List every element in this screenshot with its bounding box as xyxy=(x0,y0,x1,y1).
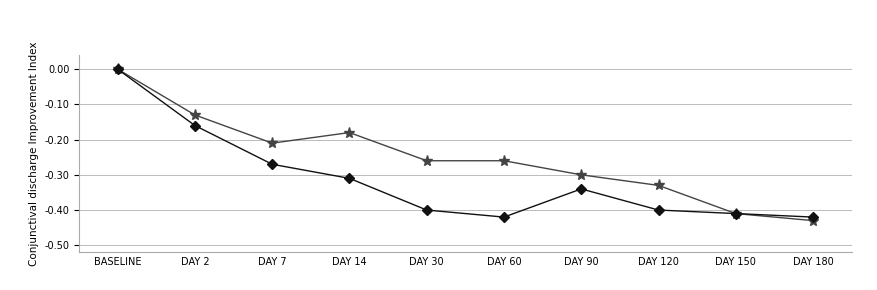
0.05% Cyclosporine xyxy=(189,113,200,117)
0.1% Cyclosporine xyxy=(267,162,277,166)
0.05% Cyclosporine xyxy=(267,142,277,145)
0.05% Cyclosporine xyxy=(652,184,663,187)
Line: 0.1% Cyclosporine: 0.1% Cyclosporine xyxy=(114,66,816,221)
0.05% Cyclosporine xyxy=(421,159,431,162)
0.05% Cyclosporine xyxy=(575,173,586,177)
0.1% Cyclosporine xyxy=(807,215,817,219)
Line: 0.05% Cyclosporine: 0.05% Cyclosporine xyxy=(112,64,817,226)
0.1% Cyclosporine xyxy=(498,215,509,219)
0.05% Cyclosporine xyxy=(807,219,817,222)
0.1% Cyclosporine xyxy=(344,177,354,180)
0.1% Cyclosporine xyxy=(575,187,586,191)
0.1% Cyclosporine xyxy=(421,208,431,212)
0.05% Cyclosporine xyxy=(730,212,740,215)
0.05% Cyclosporine xyxy=(112,68,123,71)
0.05% Cyclosporine xyxy=(498,159,509,162)
0.1% Cyclosporine xyxy=(112,68,123,71)
0.1% Cyclosporine xyxy=(189,124,200,127)
Y-axis label: Conjunctival discharge Improvement Index: Conjunctival discharge Improvement Index xyxy=(29,41,39,266)
0.1% Cyclosporine xyxy=(730,212,740,215)
0.1% Cyclosporine xyxy=(652,208,663,212)
0.05% Cyclosporine xyxy=(344,131,354,134)
